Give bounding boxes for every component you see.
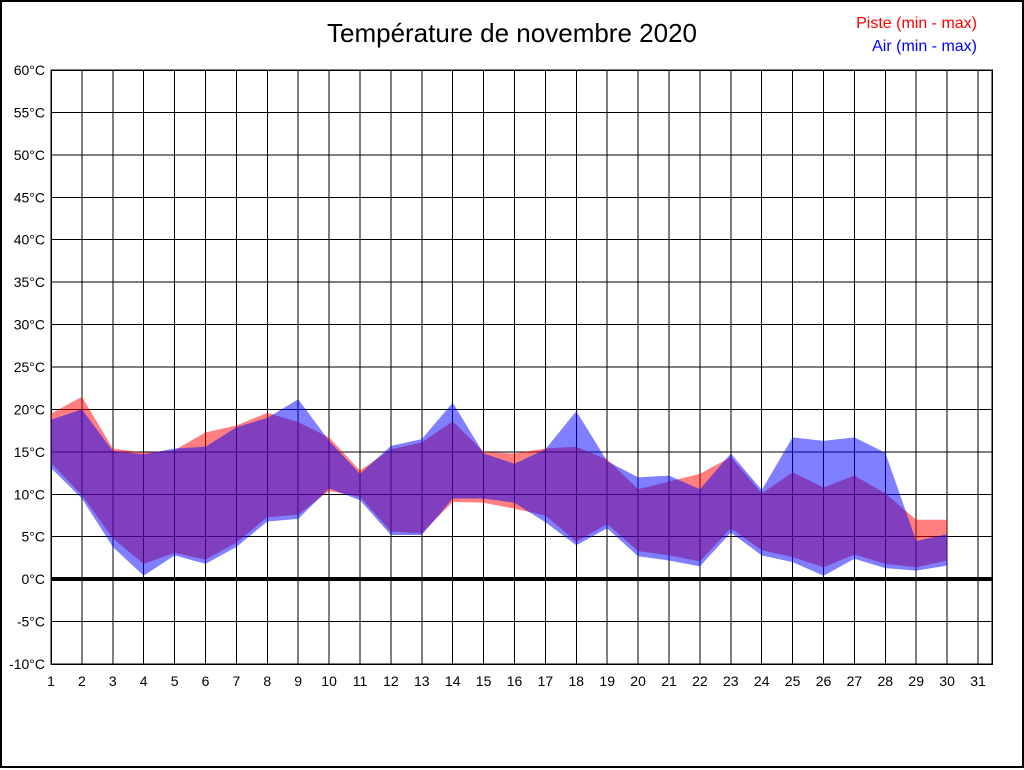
x-tick-label: 14 — [445, 673, 461, 689]
x-tick-label: 22 — [692, 673, 708, 689]
x-tick-label: 7 — [233, 673, 241, 689]
x-tick-label: 21 — [661, 673, 677, 689]
x-tick-label: 27 — [847, 673, 863, 689]
air-band — [51, 399, 948, 576]
x-tick-label: 11 — [353, 673, 368, 689]
x-tick-label: 28 — [878, 673, 894, 689]
y-tick-label: 50°C — [14, 147, 45, 163]
x-tick-label: 23 — [723, 673, 739, 689]
legend: Piste (min - max) Air (min - max) — [856, 12, 977, 58]
y-tick-label: -5°C — [17, 614, 45, 630]
y-tick-label: 30°C — [14, 317, 45, 333]
x-tick-label: 6 — [202, 673, 210, 689]
y-tick-label: 55°C — [14, 104, 45, 120]
y-tick-label: 60°C — [14, 62, 45, 78]
x-tick-label: 25 — [785, 673, 801, 689]
x-tick-label: 29 — [908, 673, 924, 689]
x-tick-label: 10 — [321, 673, 337, 689]
x-tick-label: 4 — [140, 673, 148, 689]
y-tick-label: -10°C — [9, 656, 45, 672]
x-tick-label: 1 — [47, 673, 55, 689]
x-tick-label: 12 — [383, 673, 399, 689]
x-tick-label: 8 — [263, 673, 271, 689]
chart-title: Température de novembre 2020 — [326, 18, 697, 48]
x-tick-label: 26 — [816, 673, 832, 689]
y-tick-label: 45°C — [14, 189, 45, 205]
x-tick-label: 31 — [970, 673, 986, 689]
legend-item-air: Air (min - max) — [872, 38, 977, 55]
x-tick-label: 5 — [171, 673, 179, 689]
y-tick-label: 35°C — [14, 274, 45, 290]
y-tick-label: 40°C — [14, 232, 45, 248]
y-tick-label: 20°C — [14, 401, 45, 417]
y-tick-label: 10°C — [14, 486, 45, 502]
x-tick-label: 19 — [599, 673, 615, 689]
y-tick-label: 0°C — [22, 571, 46, 587]
x-tick-label: 20 — [630, 673, 646, 689]
x-tick-label: 18 — [569, 673, 585, 689]
x-tick-label: 15 — [476, 673, 492, 689]
x-tick-label: 2 — [78, 673, 86, 689]
x-tick-label: 3 — [109, 673, 117, 689]
y-tick-label: 25°C — [14, 359, 45, 375]
y-tick-label: 15°C — [14, 444, 45, 460]
x-tick-label: 30 — [939, 673, 955, 689]
x-tick-label: 9 — [294, 673, 302, 689]
legend-item-piste: Piste (min - max) — [856, 15, 977, 32]
x-tick-label: 24 — [754, 673, 770, 689]
plot-frame — [50, 69, 993, 665]
x-tick-label: 16 — [507, 673, 523, 689]
x-tick-label: 17 — [538, 673, 554, 689]
x-tick-label: 13 — [414, 673, 430, 689]
y-tick-label: 5°C — [22, 529, 46, 545]
